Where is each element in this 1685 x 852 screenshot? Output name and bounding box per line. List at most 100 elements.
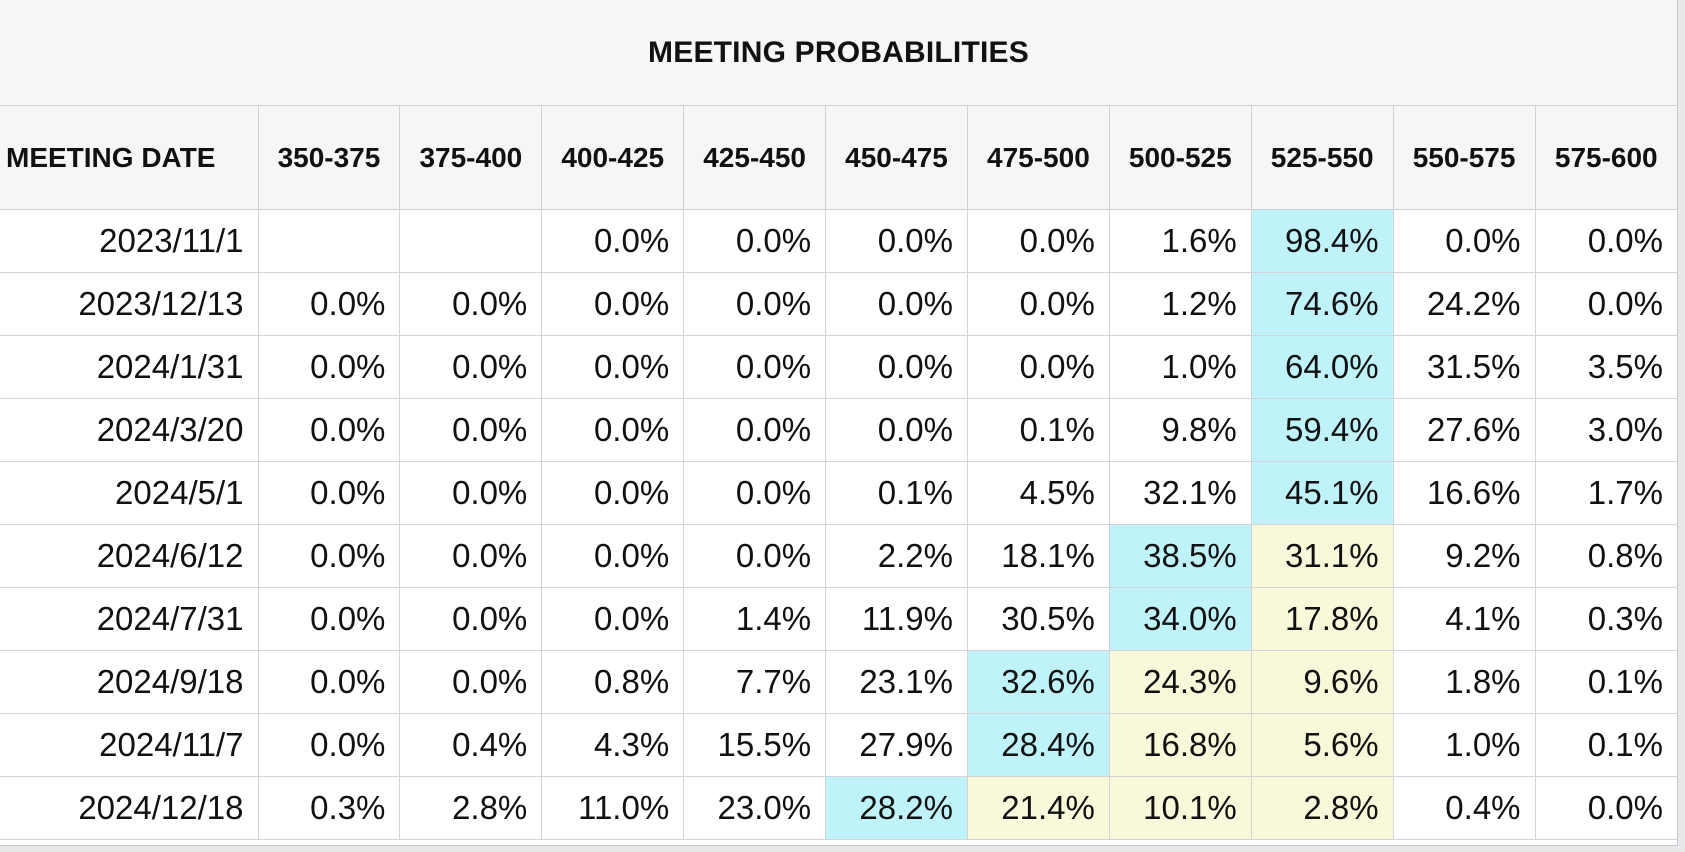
probability-cell: 0.0% bbox=[541, 461, 685, 525]
probability-cell: 0.0% bbox=[258, 713, 401, 777]
column-header-rate-range: 450-475 bbox=[825, 106, 968, 210]
probability-cell: 0.8% bbox=[1535, 524, 1677, 588]
table-body: 2023/11/1 0.0% 0.0% 0.0% 0.0% 1.6% 98.4% 0.0% 0.… bbox=[0, 209, 1677, 840]
probability-cell: 1.2% bbox=[1109, 272, 1252, 336]
probability-cell bbox=[399, 209, 543, 273]
probability-cell: 0.0% bbox=[258, 398, 401, 462]
probability-cell: 0.0% bbox=[399, 587, 543, 651]
probability-cell: 0.1% bbox=[825, 461, 968, 525]
table-row: 2024/11/7 0.0% 0.4% 4.3% 15.5% 27.9% 28.4% 16.8… bbox=[0, 713, 1677, 777]
column-header-rate-range: 475-500 bbox=[967, 106, 1110, 210]
probability-cell: 0.0% bbox=[541, 524, 685, 588]
probability-cell: 9.6% bbox=[1251, 650, 1394, 714]
column-header-rate-range: 400-425 bbox=[541, 106, 685, 210]
probability-cell: 59.4% bbox=[1251, 398, 1394, 462]
probability-cell: 64.0% bbox=[1251, 335, 1394, 399]
probability-cell: 0.0% bbox=[683, 272, 827, 336]
probability-cell: 0.0% bbox=[399, 650, 543, 714]
probability-cell: 1.6% bbox=[1109, 209, 1252, 273]
probability-cell: 2.2% bbox=[825, 524, 968, 588]
probability-cell: 5.6% bbox=[1251, 713, 1394, 777]
probability-cell: 28.2% bbox=[825, 776, 968, 840]
probability-cell: 45.1% bbox=[1251, 461, 1394, 525]
meeting-probabilities-table: MEETING DATE 350-375 375-400 400-425 425-450… bbox=[0, 106, 1677, 840]
probability-cell: 0.0% bbox=[683, 335, 827, 399]
meeting-date-cell: 2024/7/31 bbox=[0, 587, 259, 651]
probability-cell: 2.8% bbox=[1251, 776, 1394, 840]
probability-cell: 17.8% bbox=[1251, 587, 1394, 651]
probability-cell: 0.0% bbox=[258, 461, 401, 525]
meeting-date-cell: 2024/6/12 bbox=[0, 524, 259, 588]
probability-cell: 0.0% bbox=[967, 335, 1110, 399]
probability-cell: 16.8% bbox=[1109, 713, 1252, 777]
table-row: 2024/1/31 0.0% 0.0% 0.0% 0.0% 0.0% 0.0% 1.0% 64.… bbox=[0, 335, 1677, 399]
probability-cell: 1.7% bbox=[1535, 461, 1677, 525]
probability-cell: 32.1% bbox=[1109, 461, 1252, 525]
probability-cell: 0.0% bbox=[399, 461, 543, 525]
probability-cell: 4.3% bbox=[541, 713, 685, 777]
probability-cell: 0.0% bbox=[1535, 776, 1677, 840]
probability-cell: 2.8% bbox=[399, 776, 543, 840]
probability-cell: 0.0% bbox=[258, 587, 401, 651]
probability-cell: 0.1% bbox=[1535, 650, 1677, 714]
probability-cell: 0.0% bbox=[541, 209, 685, 273]
probability-cell: 34.0% bbox=[1109, 587, 1252, 651]
probability-cell: 0.0% bbox=[541, 272, 685, 336]
probability-cell: 74.6% bbox=[1251, 272, 1394, 336]
probability-cell bbox=[258, 209, 401, 273]
probability-cell: 31.1% bbox=[1251, 524, 1394, 588]
meeting-date-cell: 2024/11/7 bbox=[0, 713, 259, 777]
probability-cell: 0.0% bbox=[683, 209, 827, 273]
meeting-date-cell: 2024/3/20 bbox=[0, 398, 259, 462]
probability-cell: 3.0% bbox=[1535, 398, 1677, 462]
meeting-date-cell: 2024/9/18 bbox=[0, 650, 259, 714]
probability-cell: 24.3% bbox=[1109, 650, 1252, 714]
meeting-date-cell: 2024/12/18 bbox=[0, 776, 259, 840]
probability-cell: 27.9% bbox=[825, 713, 968, 777]
probability-cell: 0.0% bbox=[541, 587, 685, 651]
probability-cell: 32.6% bbox=[967, 650, 1110, 714]
probability-cell: 1.0% bbox=[1109, 335, 1252, 399]
probability-cell: 38.5% bbox=[1109, 524, 1252, 588]
column-header-rate-range: 425-450 bbox=[683, 106, 827, 210]
probability-cell: 0.0% bbox=[399, 335, 543, 399]
probability-cell: 4.1% bbox=[1393, 587, 1536, 651]
probability-cell: 11.0% bbox=[541, 776, 685, 840]
table-row: 2024/6/12 0.0% 0.0% 0.0% 0.0% 2.2% 18.1% 38.5% 3… bbox=[0, 524, 1677, 588]
probability-cell: 0.0% bbox=[399, 524, 543, 588]
meeting-date-cell: 2024/1/31 bbox=[0, 335, 259, 399]
probability-cell: 3.5% bbox=[1535, 335, 1677, 399]
probability-cell: 0.3% bbox=[1535, 587, 1677, 651]
probability-cell: 0.1% bbox=[1535, 713, 1677, 777]
column-header-rate-range: 500-525 bbox=[1109, 106, 1252, 210]
probability-cell: 0.0% bbox=[825, 398, 968, 462]
probability-cell: 98.4% bbox=[1251, 209, 1394, 273]
column-header-rate-range: 375-400 bbox=[399, 106, 543, 210]
probability-cell: 15.5% bbox=[683, 713, 827, 777]
probability-cell: 0.3% bbox=[258, 776, 401, 840]
probability-cell: 23.1% bbox=[825, 650, 968, 714]
probability-cell: 0.0% bbox=[683, 461, 827, 525]
table-title: MEETING PROBABILITIES bbox=[0, 0, 1677, 106]
table-row: 2024/5/1 0.0% 0.0% 0.0% 0.0% 0.1% 4.5% 32.1% 45.… bbox=[0, 461, 1677, 525]
column-header-rate-range: 525-550 bbox=[1251, 106, 1394, 210]
probability-cell: 0.0% bbox=[1535, 272, 1677, 336]
probability-cell: 0.0% bbox=[258, 272, 401, 336]
table-row: 2024/7/31 0.0% 0.0% 0.0% 1.4% 11.9% 30.5% 34.0%… bbox=[0, 587, 1677, 651]
probability-cell: 0.0% bbox=[399, 272, 543, 336]
probability-cell: 0.4% bbox=[399, 713, 543, 777]
probability-cell: 30.5% bbox=[967, 587, 1110, 651]
column-header-rate-range: 575-600 bbox=[1535, 106, 1677, 210]
probability-cell: 18.1% bbox=[967, 524, 1110, 588]
probability-cell: 0.0% bbox=[825, 272, 968, 336]
probability-cell: 0.0% bbox=[825, 335, 968, 399]
probability-cell: 0.1% bbox=[967, 398, 1110, 462]
probability-cell: 0.0% bbox=[683, 398, 827, 462]
probability-cell: 0.0% bbox=[258, 524, 401, 588]
probability-cell: 0.8% bbox=[541, 650, 685, 714]
probability-cell: 1.8% bbox=[1393, 650, 1536, 714]
probability-cell: 23.0% bbox=[683, 776, 827, 840]
table-row: 2024/12/18 0.3% 2.8% 11.0% 23.0% 28.2% 21.4% 10… bbox=[0, 776, 1677, 840]
probability-cell: 0.0% bbox=[967, 272, 1110, 336]
